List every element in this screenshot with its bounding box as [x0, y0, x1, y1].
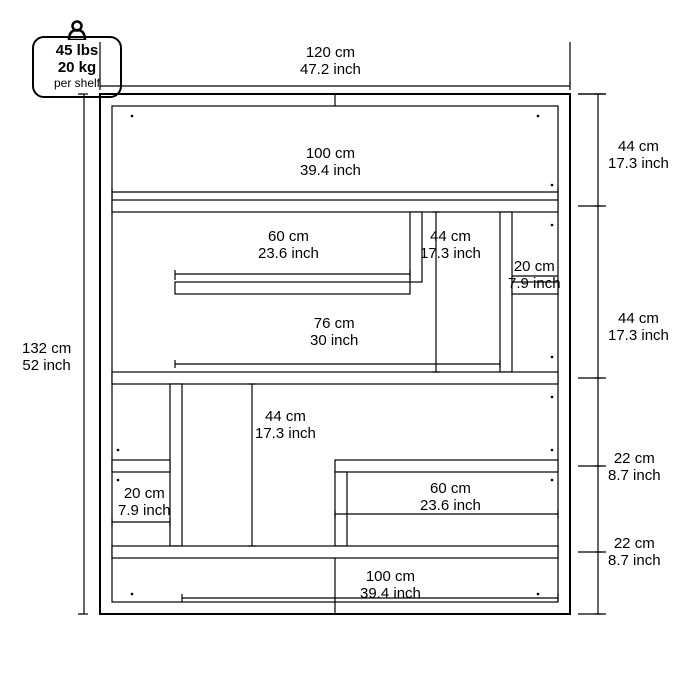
weight-kg: 20 kg: [58, 59, 96, 76]
weight-capacity: 45 lbs 20 kg per shelf: [32, 20, 122, 98]
dim-inner-60a: 60 cm23.6 inch: [258, 228, 319, 263]
dim-top-width: 120 cm47.2 inch: [300, 44, 361, 79]
dim-right-2: 44 cm17.3 inch: [608, 310, 669, 345]
dim-inner-100b: 100 cm39.4 inch: [360, 568, 421, 603]
weight-per: per shelf: [40, 77, 114, 91]
dim-inner-20a: 20 cm7.9 inch: [508, 258, 561, 293]
dim-right-1: 44 cm17.3 inch: [608, 138, 669, 173]
dim-inner-76: 76 cm30 inch: [310, 315, 358, 350]
dim-left-height: 132 cm52 inch: [22, 340, 71, 375]
dim-inner-20b: 20 cm7.9 inch: [118, 485, 171, 520]
dim-inner-60b: 60 cm23.6 inch: [420, 480, 481, 515]
dim-right-3: 22 cm8.7 inch: [608, 450, 661, 485]
weight-lbs: 45 lbs: [56, 42, 99, 59]
dim-inner-44b: 44 cm17.3 inch: [255, 408, 316, 443]
dim-inner-100a: 100 cm39.4 inch: [300, 145, 361, 180]
diagram-stage: 45 lbs 20 kg per shelf 120 cm47.2 inch 1…: [0, 0, 700, 700]
dim-right-4: 22 cm8.7 inch: [608, 535, 661, 570]
dim-inner-44a: 44 cm17.3 inch: [420, 228, 481, 263]
shelf-svg: [0, 0, 700, 700]
